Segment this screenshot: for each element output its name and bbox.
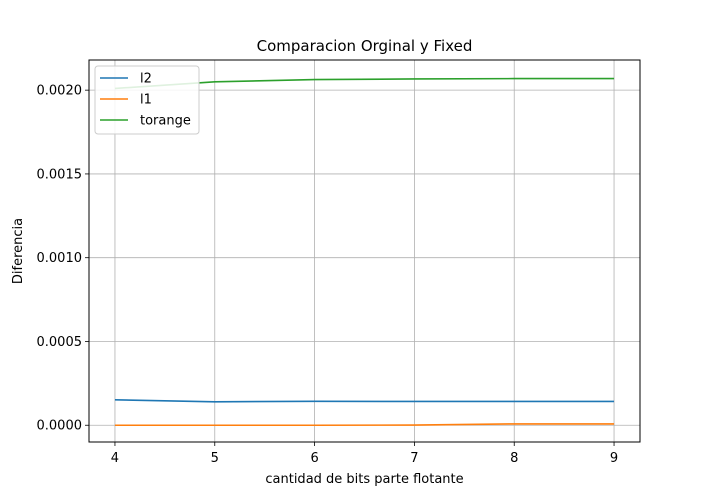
x-tick-label: 5 (211, 451, 219, 466)
legend-box (94, 65, 200, 135)
y-tick-label: 0.0020 (37, 84, 83, 99)
x-tick-label: 4 (111, 451, 119, 466)
y-tick-label: 0.0015 (37, 167, 83, 182)
x-tick-label: 6 (310, 451, 318, 466)
legend-label-l2: l2 (140, 72, 152, 87)
grid (89, 60, 640, 442)
y-tick-label: 0.0005 (37, 335, 83, 350)
series-line-l1 (114, 423, 615, 427)
x-tick-label: 7 (410, 451, 418, 466)
x-axis-label: cantidad de bits parte flotante (265, 472, 463, 487)
y-tick-label: 0.0010 (37, 251, 83, 266)
x-tick-label: 9 (610, 451, 618, 466)
legend: l2 l1 torange (94, 65, 200, 135)
x-tick-label: 8 (510, 451, 518, 466)
x-axis-ticks: 4 5 6 7 8 9 (111, 442, 618, 466)
plot-frame (88, 59, 641, 443)
series-line-l2 (114, 398, 615, 403)
legend-label-l1: l1 (140, 93, 152, 108)
chart-title: Comparacion Orginal y Fixed (257, 37, 473, 55)
y-axis-label: Diferencia (11, 218, 26, 284)
legend-label-torange: torange (140, 114, 191, 129)
y-tick-label: 0.0000 (37, 419, 83, 434)
y-axis-ticks: 0.0000 0.0005 0.0010 0.0015 0.0020 (37, 84, 89, 434)
